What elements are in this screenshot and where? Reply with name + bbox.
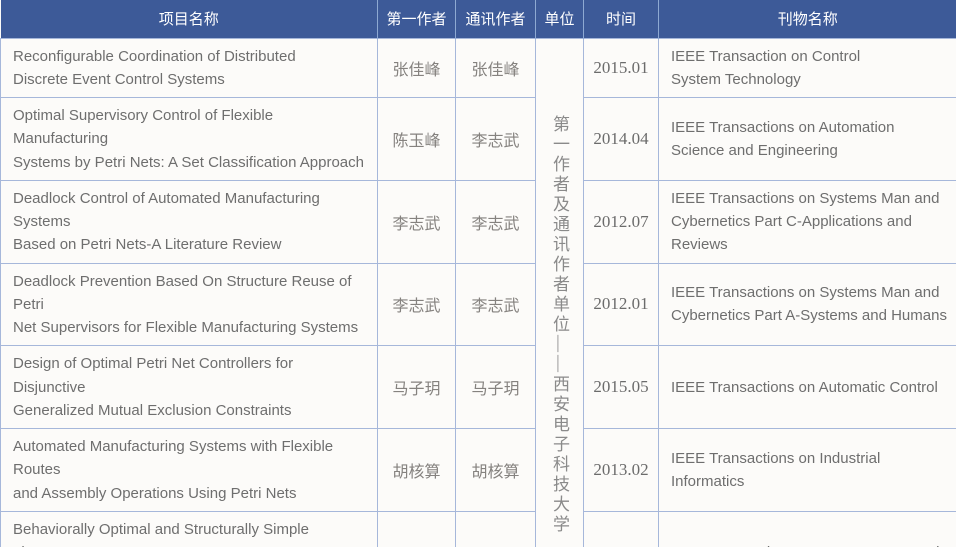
project-title: Deadlock Control of Automated Manufactur… — [0, 179, 378, 264]
journal-name: IEEE Transactions on Industrial Informat… — [658, 428, 956, 512]
corresponding-author: 胡核算 — [455, 428, 536, 512]
first-author: 陈玉峰 — [377, 97, 456, 181]
col-header-first-author: 第一作者 — [377, 0, 456, 38]
publication-date: 2015.01 — [583, 37, 659, 98]
publication-date: 2012.05 — [583, 510, 659, 547]
col-header-project: 项目名称 — [0, 0, 378, 38]
journal-name: IEEE Transactions on Systems Man and Cyb… — [658, 179, 956, 264]
publication-date: 2013.02 — [583, 428, 659, 512]
project-title: Design of Optimal Petri Net Controllers … — [0, 345, 378, 429]
corresponding-author: 张佳峰 — [455, 37, 536, 98]
corresponding-author: 马子玥 — [455, 345, 536, 429]
col-header-journal: 刊物名称 — [658, 0, 956, 38]
journal-name: IEEE Transactions on Automatic Control — [658, 345, 956, 429]
first-author: 张佳峰 — [377, 37, 456, 98]
table-row: Deadlock Prevention Based On Structure R… — [0, 262, 956, 347]
corresponding-author: 陈玉峰 — [455, 510, 536, 547]
publication-date: 2014.04 — [583, 97, 659, 181]
header-row: 项目名称 第一作者 通讯作者 单位 时间 刊物名称 — [0, 0, 956, 38]
table-row: Behaviorally Optimal and Structurally Si… — [0, 510, 956, 547]
project-title: Optimal Supervisory Control of Flexible … — [0, 97, 378, 181]
journal-name: IEEE Transactions on Automation Science … — [658, 97, 956, 181]
table-row: Reconfigurable Coordination of Distribut… — [0, 37, 956, 547]
table-header: 项目名称 第一作者 通讯作者 单位 时间 刊物名称 — [0, 0, 956, 38]
first-author: 胡核算 — [377, 428, 456, 512]
project-title: Automated Manufacturing Systems with Fle… — [0, 428, 378, 512]
journal-name: IEEE Transaction on Control System Techn… — [658, 37, 956, 98]
project-title: Reconfigurable Coordination of Distribut… — [0, 37, 378, 98]
journal-name: IEEE Transactions on Systems Man and Cyb… — [658, 510, 956, 547]
publication-date: 2012.01 — [583, 262, 659, 347]
col-header-corresponding-author: 通讯作者 — [455, 0, 536, 38]
table-body: Reconfigurable Coordination of Distribut… — [0, 37, 956, 547]
first-author: 李志武 — [377, 179, 456, 264]
journal-name: IEEE Transactions on Systems Man and Cyb… — [658, 262, 956, 347]
table-row: Automated Manufacturing Systems with Fle… — [0, 428, 956, 512]
publication-date: 2012.07 — [583, 179, 659, 264]
col-header-unit: 单位 — [535, 0, 584, 38]
col-header-time: 时间 — [583, 0, 659, 38]
first-author: 李志武 — [377, 262, 456, 347]
project-title: Behaviorally Optimal and Structurally Si… — [0, 510, 378, 547]
first-author: 陈玉峰 — [377, 510, 456, 547]
first-author: 马子玥 — [377, 345, 456, 429]
corresponding-author: 李志武 — [455, 179, 536, 264]
table-row: Deadlock Control of Automated Manufactur… — [0, 179, 956, 264]
corresponding-author: 李志武 — [455, 97, 536, 181]
unit-merged-cell: 第一作者及通讯作者单位——西安电子科技大学 — [535, 37, 584, 547]
table-row: Optimal Supervisory Control of Flexible … — [0, 97, 956, 181]
unit-vertical-text: 第一作者及通讯作者单位——西安电子科技大学 — [550, 115, 569, 536]
publication-date: 2015.05 — [583, 345, 659, 429]
project-title: Deadlock Prevention Based On Structure R… — [0, 262, 378, 347]
corresponding-author: 李志武 — [455, 262, 536, 347]
table-row: Design of Optimal Petri Net Controllers … — [0, 345, 956, 429]
